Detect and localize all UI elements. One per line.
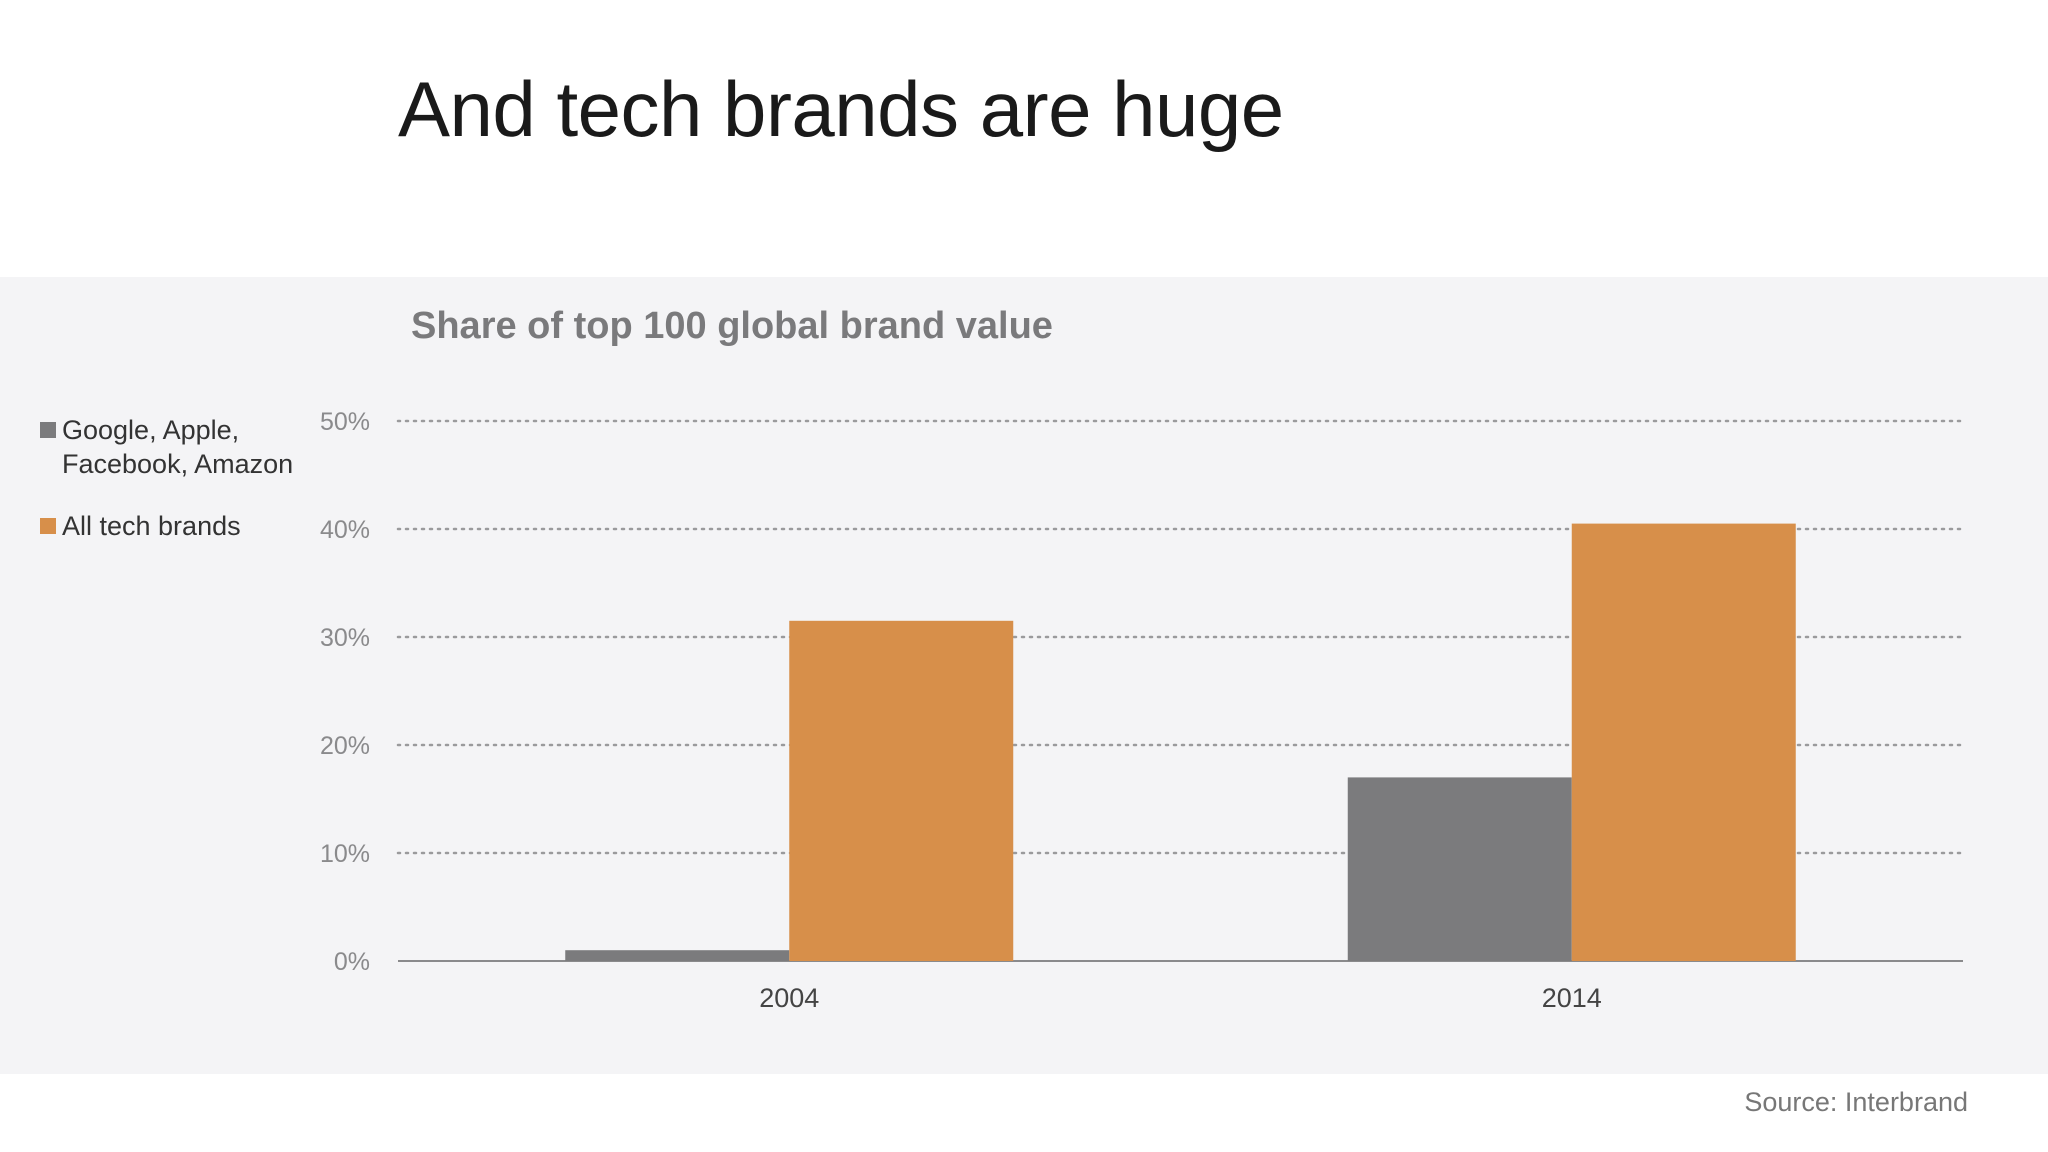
bar-all-tech-2004: [789, 620, 1014, 961]
legend-swatch-orange: [40, 518, 56, 534]
y-tick-label: 40%: [320, 516, 370, 544]
x-tick-label: 2004: [759, 983, 819, 1013]
x-tick-label: 2014: [1542, 983, 1602, 1013]
y-tick-label: 20%: [320, 732, 370, 760]
legend-item-series-1: All tech brands: [40, 509, 312, 543]
y-tick-label: 30%: [320, 624, 370, 652]
bar-gafa-2004: [565, 950, 790, 961]
legend-label: All tech brands: [62, 511, 241, 541]
source-note: Source: Interbrand: [1744, 1087, 1968, 1117]
bar-all-tech-2014: [1571, 523, 1796, 961]
bar-gafa-2014: [1347, 777, 1572, 961]
y-tick-label: 0%: [334, 948, 370, 976]
chart-panel: Share of top 100 global brand value Goog…: [0, 277, 2048, 1074]
legend-item-series-0: Google, Apple, Facebook, Amazon: [40, 413, 312, 481]
legend-swatch-gray: [40, 422, 56, 438]
y-tick-label: 10%: [320, 840, 370, 868]
legend-label: Google, Apple, Facebook, Amazon: [62, 415, 294, 479]
legend: Google, Apple, Facebook, Amazon All tech…: [40, 413, 312, 571]
bar-chart: 0% 10% 20% 30% 40% 50% 2004 2014: [320, 408, 1965, 1013]
y-tick-label: 50%: [320, 408, 370, 436]
slide-title: And tech brands are huge: [398, 65, 1284, 153]
chart-title: Share of top 100 global brand value: [411, 305, 1053, 347]
